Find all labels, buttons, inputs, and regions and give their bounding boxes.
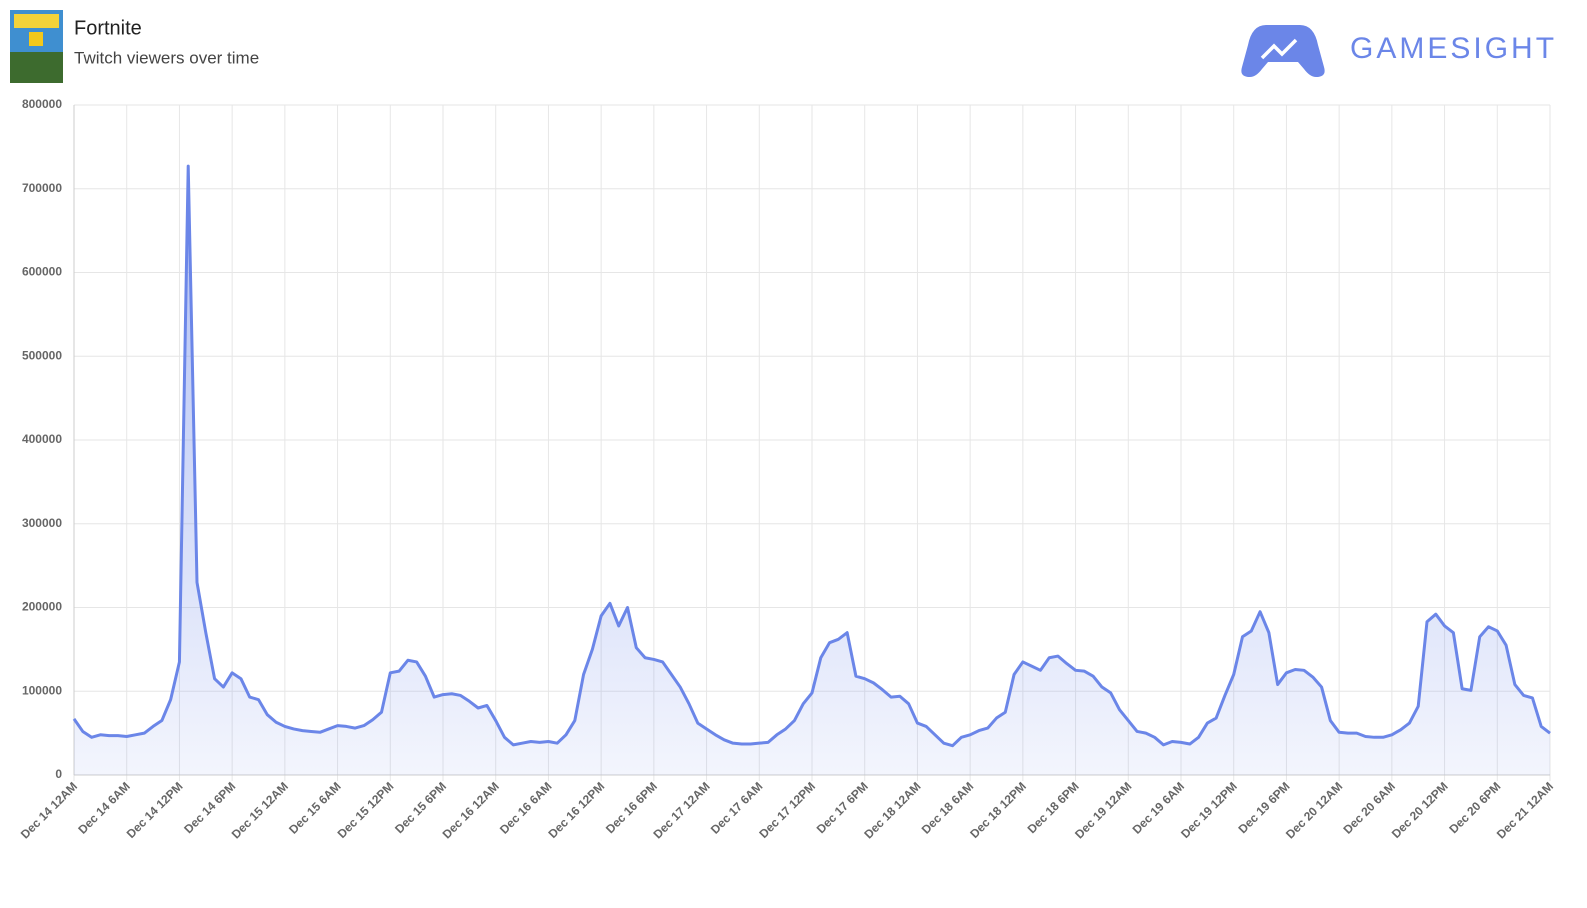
y-tick-label: 600000 xyxy=(22,265,62,279)
x-tick-label: Dec 17 6PM xyxy=(814,779,871,836)
x-tick-label: Dec 16 12PM xyxy=(545,779,607,841)
title: Fortnite xyxy=(74,17,142,39)
x-tick-label: Dec 14 6PM xyxy=(181,779,238,836)
y-tick-label: 100000 xyxy=(22,683,62,697)
x-tick-label: Dec 16 6AM xyxy=(497,779,555,837)
y-tick-label: 400000 xyxy=(22,432,62,446)
x-tick-label: Dec 17 12PM xyxy=(756,779,818,841)
x-tick-label: Dec 18 6AM xyxy=(919,779,977,837)
x-tick-label: Dec 18 12PM xyxy=(967,779,1029,841)
x-tick-label: Dec 14 12PM xyxy=(124,779,186,841)
x-tick-label: Dec 19 12PM xyxy=(1178,779,1240,841)
y-tick-label: 700000 xyxy=(22,181,62,195)
area-fill xyxy=(74,166,1550,775)
subtitle: Twitch viewers over time xyxy=(74,48,259,67)
x-tick-label: Dec 15 6PM xyxy=(392,779,449,836)
x-tick-label: Dec 16 12AM xyxy=(440,779,502,841)
x-tick-label: Dec 15 6AM xyxy=(286,779,344,837)
brand-logo xyxy=(1241,25,1325,77)
x-tick-label: Dec 20 6PM xyxy=(1446,779,1503,836)
y-tick-label: 300000 xyxy=(22,516,62,530)
x-tick-label: Dec 15 12AM xyxy=(229,779,291,841)
y-tick-label: 0 xyxy=(55,767,62,781)
x-tick-label: Dec 17 12AM xyxy=(650,779,712,841)
x-tick-label: Dec 14 6AM xyxy=(75,779,133,837)
x-tick-label: Dec 17 6AM xyxy=(708,779,766,837)
x-tick-label: Dec 16 6PM xyxy=(603,779,660,836)
brand-name: GAMESIGHT xyxy=(1350,32,1557,65)
x-tick-label: Dec 19 12AM xyxy=(1072,779,1134,841)
x-tick-label: Dec 20 6AM xyxy=(1340,779,1398,837)
x-tick-label: Dec 19 6PM xyxy=(1235,779,1292,836)
y-tick-label: 200000 xyxy=(22,600,62,614)
x-tick-label: Dec 15 12PM xyxy=(335,779,397,841)
y-tick-label: 500000 xyxy=(22,348,62,362)
y-tick-label: 800000 xyxy=(22,97,62,111)
x-tick-label: Dec 20 12PM xyxy=(1389,779,1451,841)
x-tick-label: Dec 18 6PM xyxy=(1025,779,1082,836)
game-icon xyxy=(10,10,63,83)
x-tick-label: Dec 18 12AM xyxy=(861,779,923,841)
x-tick-label: Dec 19 6AM xyxy=(1130,779,1188,837)
x-tick-label: Dec 21 12AM xyxy=(1494,779,1556,841)
line xyxy=(72,164,1551,748)
x-tick-label: Dec 20 12AM xyxy=(1283,779,1345,841)
x-tick-label: Dec 14 12AM xyxy=(18,779,80,841)
